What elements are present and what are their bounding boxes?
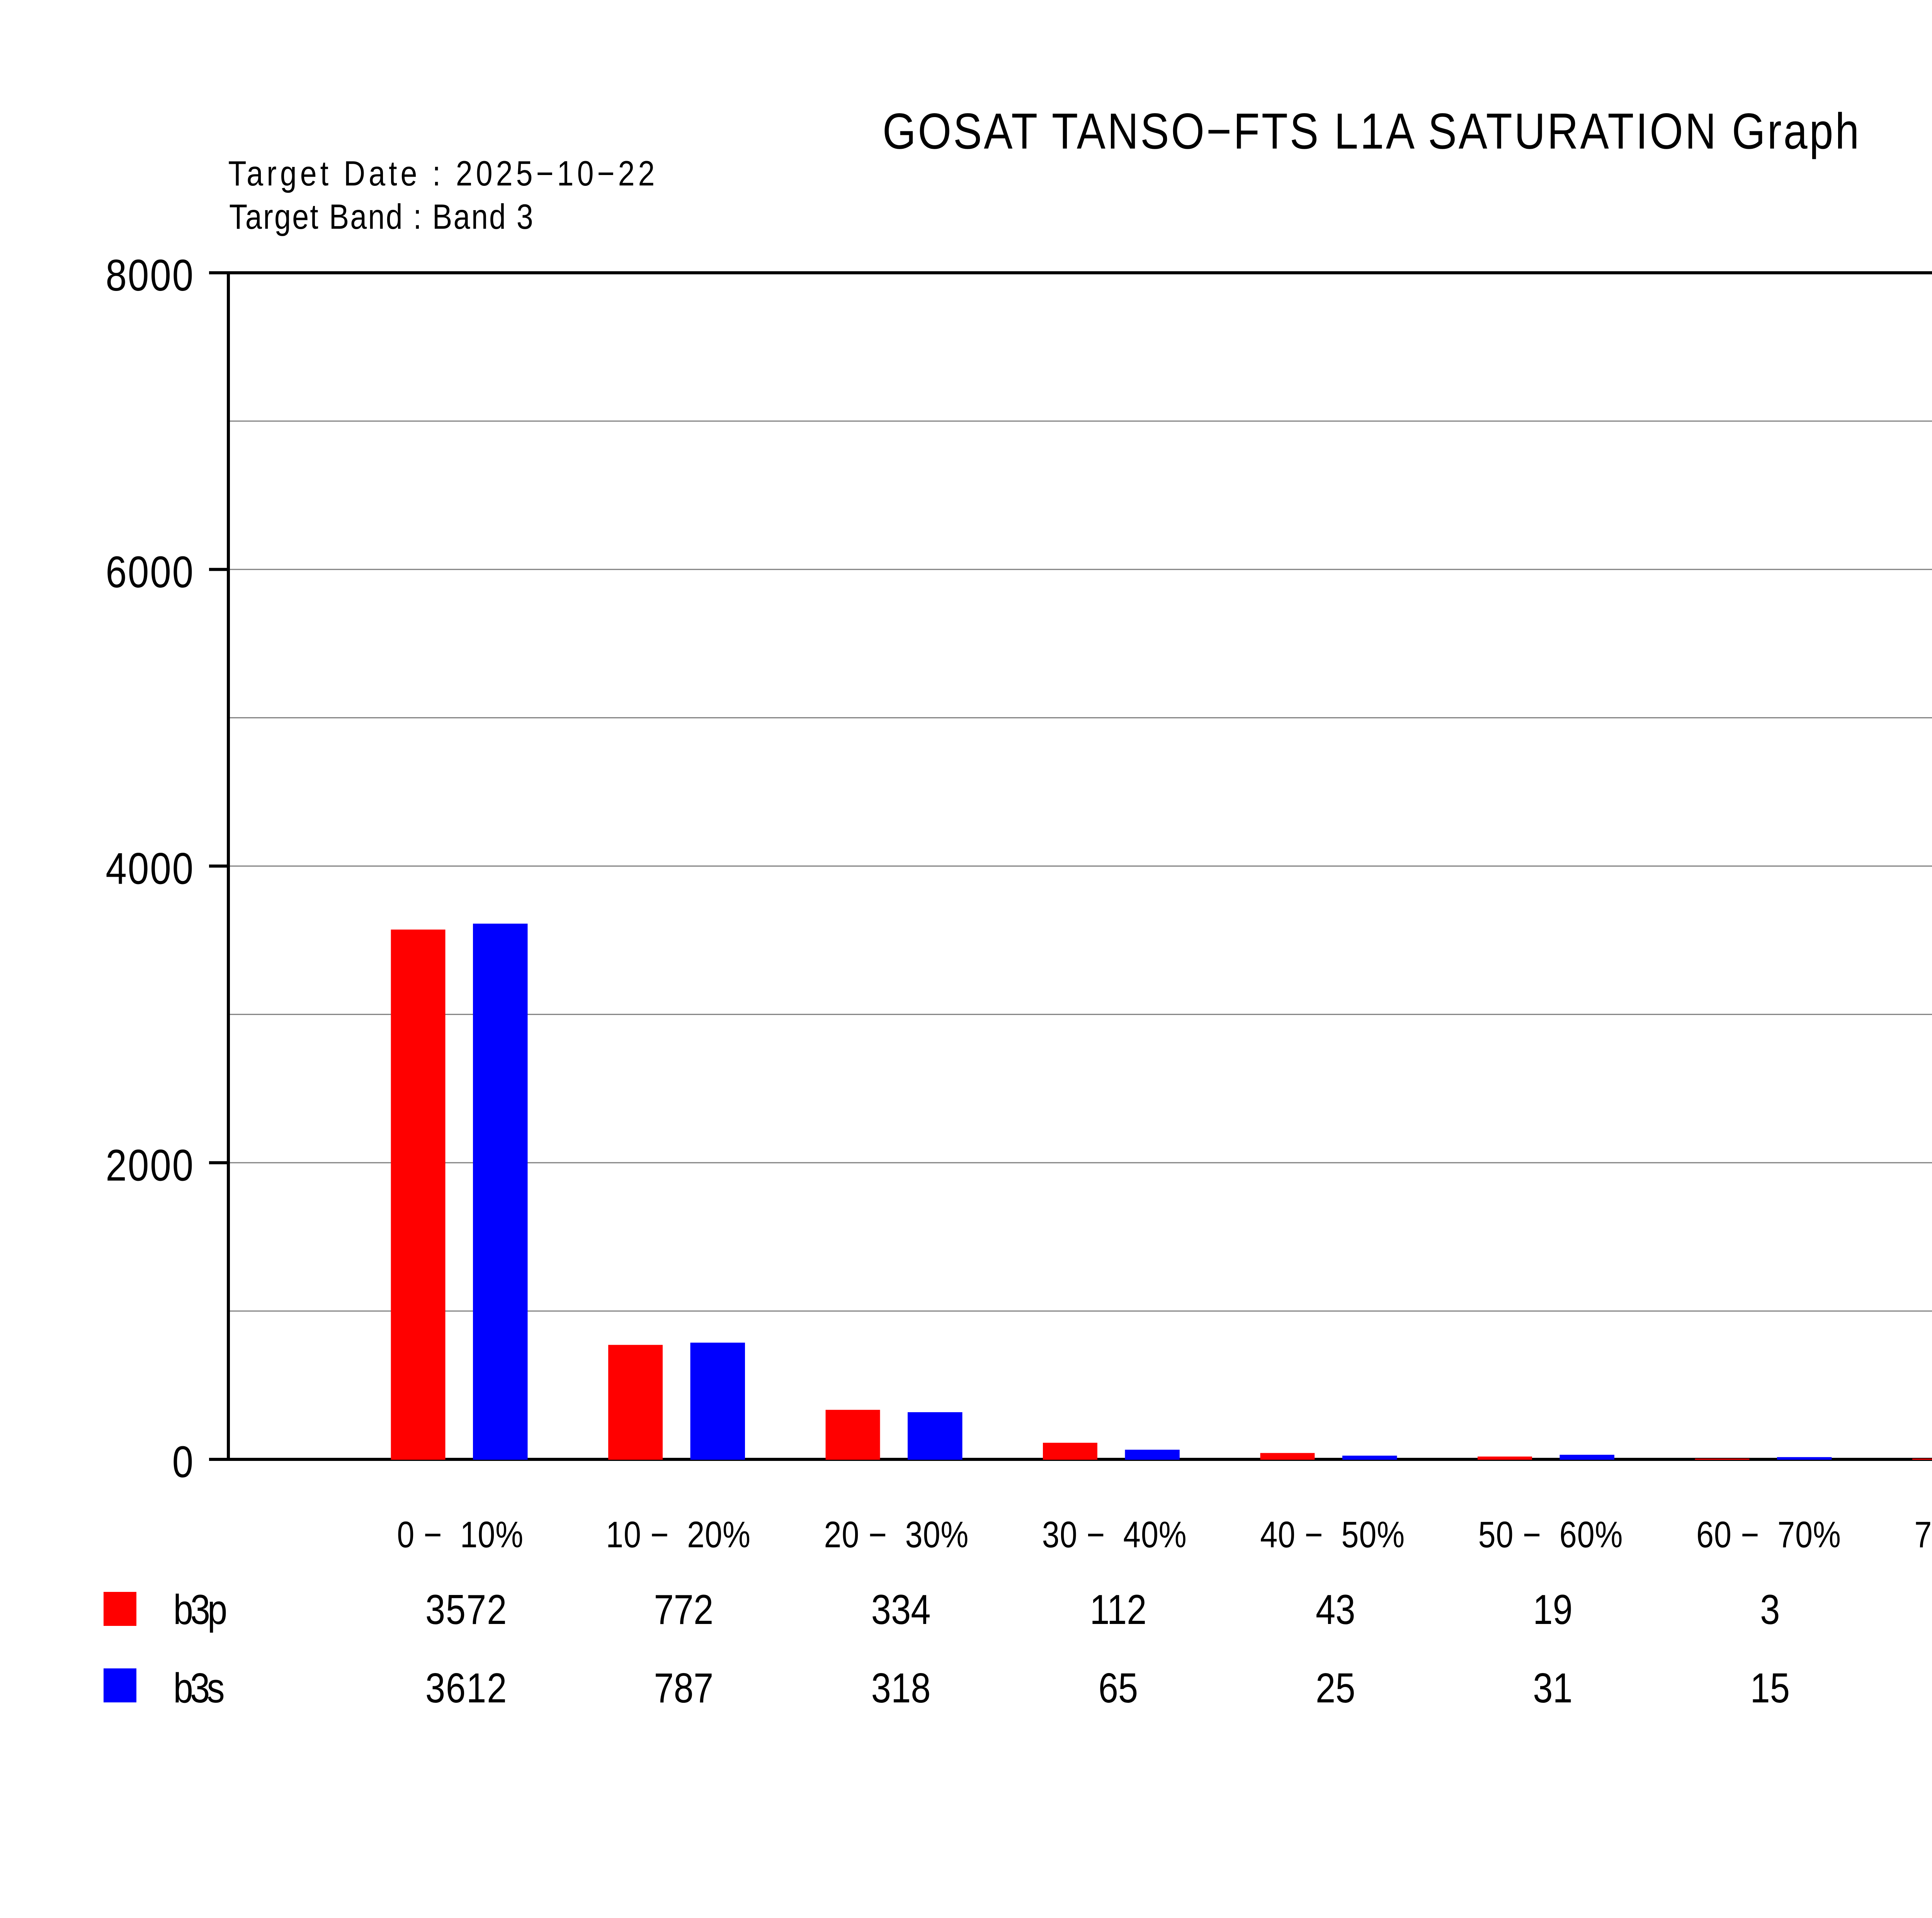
svg-text:3572: 3572 xyxy=(425,1586,507,1633)
svg-text:GOSAT TANSO−FTS L1A SATURATION: GOSAT TANSO−FTS L1A SATURATION Graph xyxy=(883,103,1861,160)
svg-text:50 − 60%: 50 − 60% xyxy=(1478,1514,1623,1555)
svg-text:b3s: b3s xyxy=(173,1665,224,1712)
svg-text:8000: 8000 xyxy=(105,250,194,300)
svg-text:25: 25 xyxy=(1316,1665,1355,1712)
svg-text:15: 15 xyxy=(1750,1665,1790,1712)
svg-text:70 − 80%: 70 − 80% xyxy=(1914,1514,1932,1555)
svg-text:Target Band : Band 3: Target Band : Band 3 xyxy=(229,197,534,236)
svg-text:65: 65 xyxy=(1099,1665,1138,1712)
svg-text:60 − 70%: 60 − 70% xyxy=(1696,1514,1841,1555)
svg-text:30 − 40%: 30 − 40% xyxy=(1042,1514,1187,1555)
svg-text:19: 19 xyxy=(1533,1586,1573,1633)
svg-text:0: 0 xyxy=(172,1437,194,1486)
svg-text:31: 31 xyxy=(1533,1665,1573,1712)
svg-text:10 − 20%: 10 − 20% xyxy=(606,1514,751,1555)
svg-text:787: 787 xyxy=(654,1665,713,1712)
svg-text:112: 112 xyxy=(1090,1586,1146,1633)
svg-text:3612: 3612 xyxy=(425,1665,507,1712)
svg-text:334: 334 xyxy=(871,1586,931,1633)
svg-text:318: 318 xyxy=(871,1665,931,1712)
svg-text:6000: 6000 xyxy=(105,547,194,597)
svg-text:772: 772 xyxy=(654,1586,713,1633)
svg-text:20 − 30%: 20 − 30% xyxy=(824,1514,969,1555)
svg-text:2000: 2000 xyxy=(105,1140,194,1190)
svg-text:43: 43 xyxy=(1316,1586,1355,1633)
svg-text:b3p: b3p xyxy=(173,1586,226,1633)
svg-text:Target Date : 2025−10−22: Target Date : 2025−10−22 xyxy=(228,154,658,193)
svg-text:3: 3 xyxy=(1760,1586,1780,1633)
svg-text:0 − 10%: 0 − 10% xyxy=(397,1514,523,1555)
svg-text:4000: 4000 xyxy=(105,843,194,893)
svg-text:40 − 50%: 40 − 50% xyxy=(1260,1514,1405,1555)
